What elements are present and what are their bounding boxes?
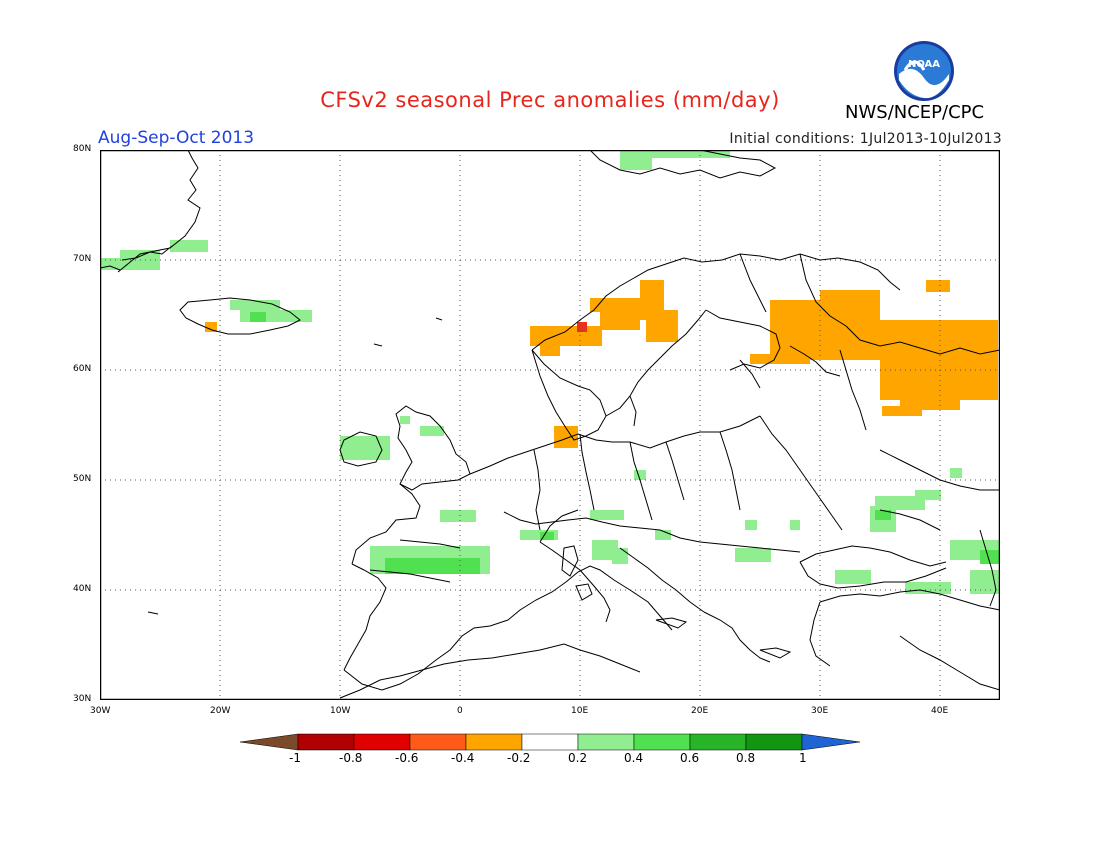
- season-label: Aug-Sep-Oct 2013: [98, 128, 255, 148]
- anomaly-cell: [590, 510, 624, 520]
- colorbar-swatch-above: [801, 733, 861, 751]
- colorbar-label-m04: -0.4: [451, 751, 475, 765]
- colorbar-swatch-7: [633, 733, 691, 751]
- lat-label-40n: 40N: [73, 584, 92, 594]
- anomaly-cell: [250, 312, 266, 322]
- anomaly-cell: [875, 510, 891, 520]
- anomaly-cell: [554, 426, 578, 448]
- anomaly-cell: [205, 322, 217, 332]
- lat-label-50n: 50N: [73, 474, 92, 484]
- lon-label-30e: 30E: [811, 706, 829, 716]
- anomaly-cell: [926, 280, 950, 292]
- anomaly-cell: [540, 346, 560, 356]
- anomaly-cell: [900, 390, 960, 410]
- anomaly-cell: [750, 354, 810, 364]
- colorbar-label-08: 0.8: [736, 751, 756, 765]
- lon-label-10e: 10E: [571, 706, 589, 716]
- anomaly-cell: [440, 510, 476, 522]
- anomaly-cell: [830, 290, 860, 310]
- colorbar-swatch-9: [745, 733, 803, 751]
- initial-conditions-label: Initial conditions: 1Jul2013-10Jul2013: [729, 131, 1002, 147]
- anomaly-cell: [790, 520, 800, 530]
- anomaly-cell: [980, 550, 1000, 564]
- anomaly-cell: [230, 300, 280, 310]
- anomaly-cell: [882, 406, 922, 416]
- lon-label-30w: 30W: [90, 706, 111, 716]
- coastlines: [100, 150, 1000, 699]
- map-canvas: [100, 150, 1000, 700]
- anomaly-cell: [590, 298, 650, 312]
- colorbar-label-m06: -0.6: [395, 751, 419, 765]
- colorbar-swatch-5: [521, 733, 579, 751]
- anomaly-cell: [620, 150, 730, 158]
- colorbar-swatch-4: [465, 733, 523, 751]
- anomaly-cells: [100, 150, 1000, 594]
- lon-label-40e: 40E: [931, 706, 949, 716]
- anomaly-cell: [340, 436, 390, 460]
- anomaly-cell: [600, 310, 640, 330]
- graticule: [100, 150, 1000, 700]
- anomaly-cell: [100, 258, 160, 270]
- anomaly-cell: [520, 530, 558, 540]
- anomaly-cell: [400, 416, 410, 424]
- colorbar-swatches: [239, 733, 861, 751]
- colorbar-swatch-below: [239, 733, 299, 751]
- colorbar-swatch-1: [297, 733, 355, 751]
- anomaly-cell: [577, 322, 587, 332]
- logo-text: NOAA: [908, 59, 940, 70]
- anomaly-cell: [655, 530, 671, 540]
- anomaly-cell: [420, 426, 444, 436]
- anomaly-cell: [540, 532, 554, 540]
- colorbar-label-06: 0.6: [680, 751, 700, 765]
- colorbar-swatch-2: [353, 733, 411, 751]
- agency-label: NWS/NCEP/CPC: [845, 102, 985, 123]
- colorbar-swatch-6: [577, 733, 635, 751]
- map-frame: [100, 150, 1000, 700]
- map-panel: 80N 70N 60N 50N 40N 30N 30W 20W 10W 0 10…: [73, 144, 1000, 716]
- anomaly-cell: [385, 558, 480, 574]
- anomaly-cell: [835, 570, 871, 584]
- lon-label-0: 0: [457, 706, 463, 716]
- colorbar-swatch-3: [409, 733, 467, 751]
- anomaly-cell: [170, 240, 208, 252]
- colorbar-label-m02: -0.2: [507, 751, 531, 765]
- lon-label-20w: 20W: [210, 706, 231, 716]
- lon-label-10w: 10W: [330, 706, 351, 716]
- anomaly-cell: [905, 582, 951, 594]
- colorbar-label-04: 0.4: [624, 751, 644, 765]
- lon-label-20e: 20E: [691, 706, 709, 716]
- map-title: CFSv2 seasonal Prec anomalies (mm/day): [320, 88, 780, 112]
- colorbar-label-m08: -0.8: [339, 751, 363, 765]
- lat-label-60n: 60N: [73, 364, 92, 374]
- anomaly-cell: [735, 548, 771, 562]
- anomaly-cell: [592, 540, 618, 560]
- colorbar-label-m1: -1: [289, 751, 301, 765]
- colorbar-swatch-8: [689, 733, 747, 751]
- lat-label-70n: 70N: [73, 254, 92, 264]
- colorbar: -1 -0.8 -0.6 -0.4 -0.2 0.2 0.4 0.6 0.8 1: [239, 733, 862, 765]
- anomaly-cell: [745, 520, 757, 530]
- anomaly-cell: [634, 470, 646, 480]
- noaa-logo: NOAA: [893, 40, 955, 102]
- anomaly-cell: [970, 324, 998, 344]
- anomaly-cell: [612, 548, 628, 564]
- anomaly-cell: [915, 490, 941, 500]
- lat-label-30n: 30N: [73, 694, 92, 704]
- anomaly-cell: [646, 310, 678, 342]
- anomaly-cell: [620, 158, 652, 170]
- colorbar-label-1: 1: [799, 751, 807, 765]
- colorbar-label-02: 0.2: [568, 751, 588, 765]
- anomaly-cell: [950, 468, 962, 478]
- lat-label-80n: 80N: [73, 144, 92, 154]
